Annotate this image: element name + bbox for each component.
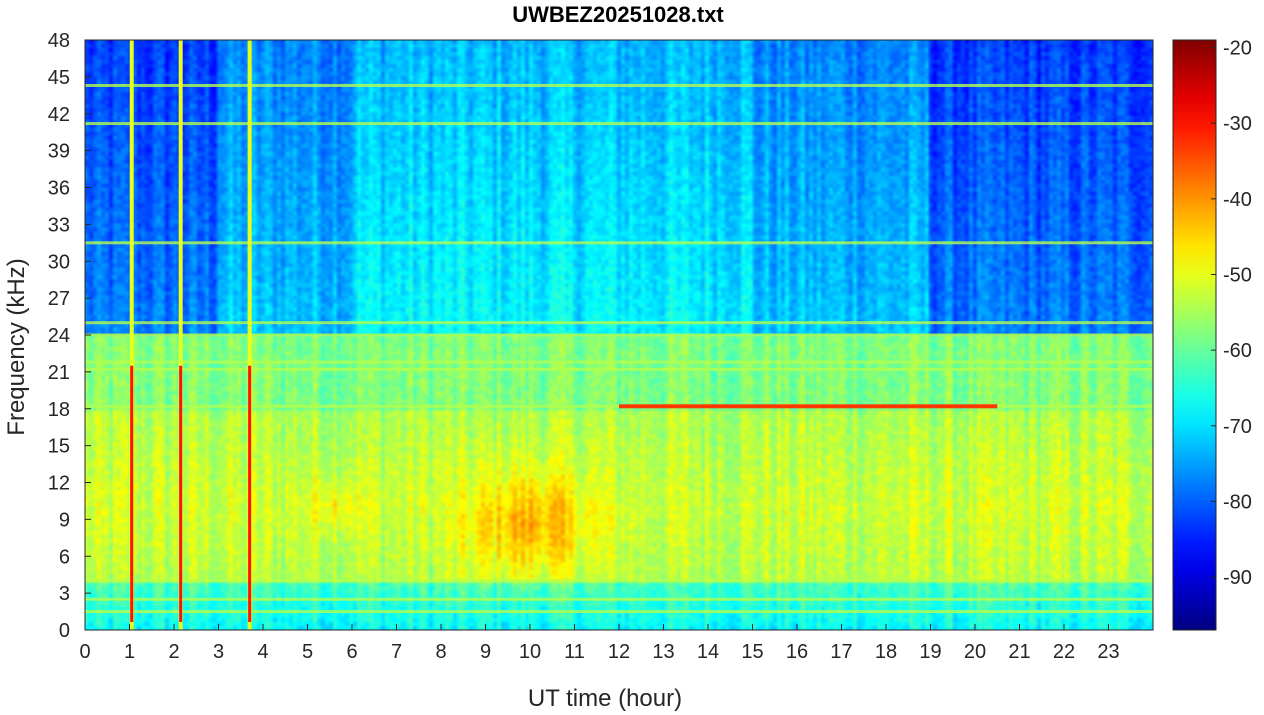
y-tick-label: 18 bbox=[48, 399, 70, 421]
x-tick-label: 23 bbox=[1097, 641, 1119, 663]
chart-title: UWBEZ20251028.txt bbox=[512, 2, 724, 27]
x-tick-label: 15 bbox=[741, 641, 763, 663]
vertical-spike bbox=[247, 40, 252, 630]
y-tick-label: 21 bbox=[48, 362, 70, 384]
y-tick-label: 0 bbox=[59, 620, 70, 642]
x-tick-label: 17 bbox=[830, 641, 852, 663]
x-tick-label: 19 bbox=[919, 641, 941, 663]
vertical-spike bbox=[178, 40, 183, 630]
y-tick-label: 36 bbox=[48, 178, 70, 200]
y-tick-label: 30 bbox=[48, 251, 70, 273]
x-tick-label: 22 bbox=[1053, 641, 1075, 663]
y-tick-label: 15 bbox=[48, 436, 70, 458]
x-tick-label: 14 bbox=[697, 641, 719, 663]
x-tick-label: 9 bbox=[480, 641, 491, 663]
y-tick-label: 27 bbox=[48, 288, 70, 310]
colorbar-frame bbox=[1172, 39, 1217, 631]
vertical-spike-core bbox=[130, 365, 134, 622]
colorbar-tick-label: -90 bbox=[1223, 567, 1252, 589]
y-tick-label: 9 bbox=[59, 509, 70, 531]
frequency-line bbox=[85, 321, 1153, 325]
frequency-line bbox=[85, 122, 1153, 126]
x-tick-label: 2 bbox=[168, 641, 179, 663]
colorbar-tick-label: -20 bbox=[1223, 38, 1252, 60]
x-tick-label: 1 bbox=[124, 641, 135, 663]
y-tick-label: 12 bbox=[48, 473, 70, 495]
frequency-line bbox=[85, 597, 1153, 601]
x-tick-label: 0 bbox=[79, 641, 90, 663]
x-tick-label: 6 bbox=[346, 641, 357, 663]
frequency-line bbox=[85, 83, 1153, 87]
strong-line-18khz bbox=[619, 404, 998, 409]
frequency-line bbox=[85, 610, 1153, 614]
vertical-spike-core bbox=[248, 365, 252, 622]
x-tick-label: 16 bbox=[786, 641, 808, 663]
y-tick-label: 6 bbox=[59, 546, 70, 568]
y-tick-label: 3 bbox=[59, 583, 70, 605]
y-tick-label: 33 bbox=[48, 214, 70, 236]
x-tick-label: 20 bbox=[964, 641, 986, 663]
x-tick-label: 5 bbox=[302, 641, 313, 663]
frequency-line bbox=[85, 333, 1153, 337]
colorbar: -20 -30 -40 -50 -60 -70 -80 -90 bbox=[1172, 38, 1252, 631]
vertical-spike-core bbox=[179, 365, 183, 622]
x-axis: 0 1 2 3 4 5 6 7 8 9 10 11 12 13 14 15 16 17 18 19 20 21 22 23 bbox=[79, 624, 1120, 663]
x-tick-label: 13 bbox=[652, 641, 674, 663]
y-axis-label: Frequency (kHz) bbox=[3, 258, 30, 435]
x-tick-label: 3 bbox=[213, 641, 224, 663]
x-tick-label: 12 bbox=[608, 641, 630, 663]
x-tick-label: 8 bbox=[435, 641, 446, 663]
y-tick-label: 24 bbox=[48, 325, 70, 347]
colorbar-tick-label: -70 bbox=[1223, 416, 1252, 438]
colorbar-gradient bbox=[1173, 40, 1216, 630]
colorbar-tick-label: -80 bbox=[1223, 491, 1252, 513]
x-axis-label: UT time (hour) bbox=[528, 685, 682, 712]
vertical-spike bbox=[129, 40, 134, 630]
x-tick-label: 4 bbox=[257, 641, 268, 663]
frequency-line bbox=[85, 241, 1153, 245]
x-tick-label: 21 bbox=[1008, 641, 1030, 663]
frequency-line bbox=[85, 579, 1153, 583]
y-tick-label: 45 bbox=[48, 67, 70, 89]
colorbar-tick-label: -60 bbox=[1223, 340, 1252, 362]
x-tick-label: 7 bbox=[391, 641, 402, 663]
colorbar-tick-label: -50 bbox=[1223, 264, 1252, 286]
colorbar-tick-label: -30 bbox=[1223, 113, 1252, 135]
y-tick-label: 42 bbox=[48, 104, 70, 126]
frequency-line bbox=[85, 367, 1153, 371]
frequency-line bbox=[85, 360, 1153, 364]
x-tick-label: 11 bbox=[564, 641, 585, 663]
y-tick-label: 39 bbox=[48, 141, 70, 163]
y-tick-label: 48 bbox=[48, 30, 70, 52]
colorbar-tick-label: -40 bbox=[1223, 189, 1252, 211]
plot-area bbox=[84, 39, 1154, 631]
x-tick-label: 18 bbox=[875, 641, 897, 663]
x-tick-label: 10 bbox=[519, 641, 541, 663]
